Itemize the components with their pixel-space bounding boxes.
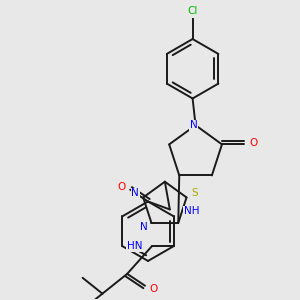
Text: O: O	[117, 182, 125, 192]
Text: N: N	[190, 120, 197, 130]
Text: O: O	[150, 284, 158, 294]
Text: O: O	[250, 138, 258, 148]
Text: S: S	[191, 188, 198, 199]
Text: Cl: Cl	[188, 6, 198, 16]
Text: NH: NH	[184, 206, 199, 216]
Text: N: N	[131, 188, 139, 199]
Text: HN: HN	[127, 241, 142, 251]
Text: N: N	[140, 222, 147, 232]
